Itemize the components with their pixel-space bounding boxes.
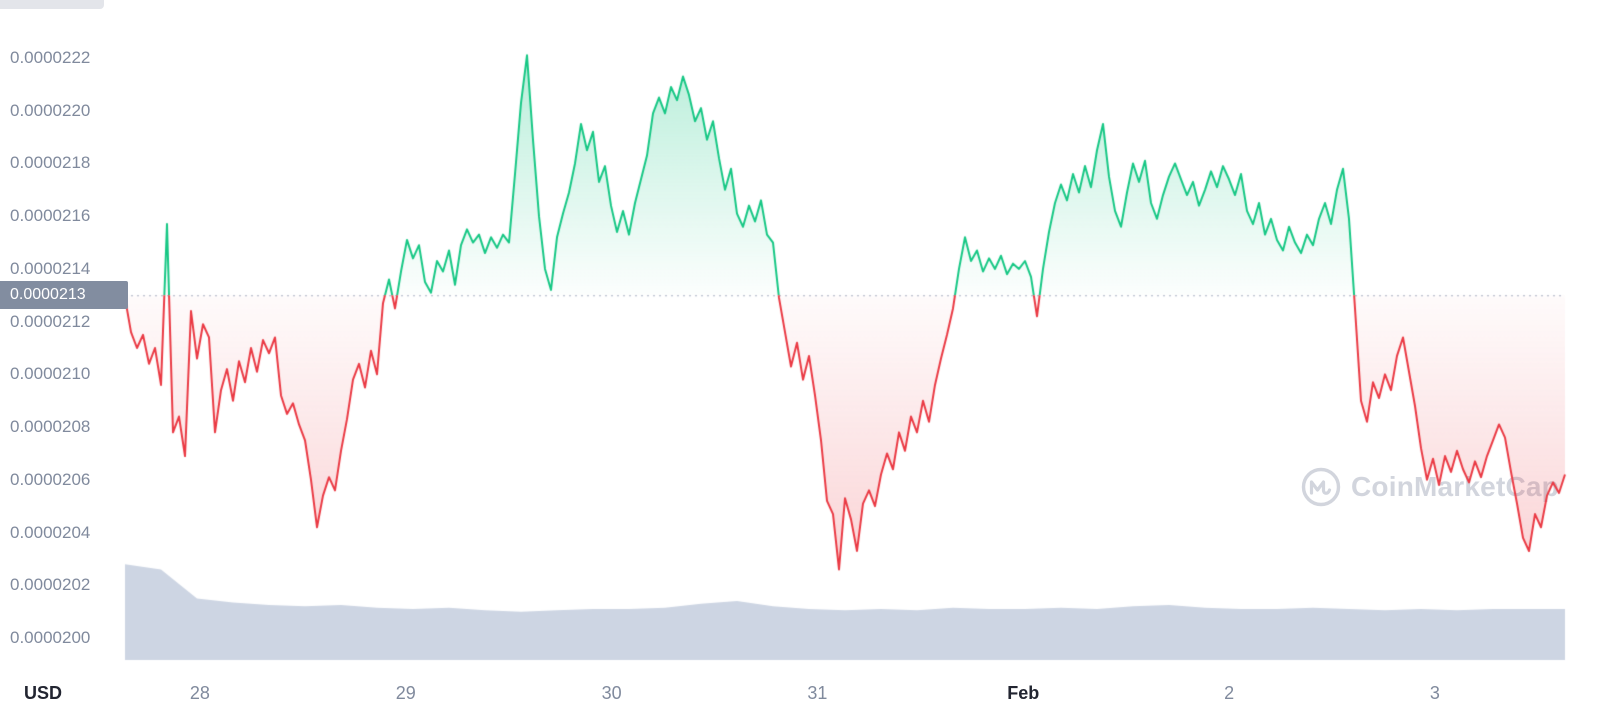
x-axis-label: 2: [1224, 683, 1235, 703]
y-axis-label: 0.0000200: [10, 627, 91, 647]
currency-toggle-usd[interactable]: USD: [24, 683, 63, 703]
y-axis-label: 0.0000212: [10, 311, 91, 331]
y-axis-label: 0.0000204: [10, 522, 91, 542]
y-axis-label: 0.0000210: [10, 364, 91, 384]
y-axis-label: 0.0000218: [10, 153, 91, 173]
x-axis-label: 30: [601, 683, 622, 703]
x-axis-label: 28: [189, 683, 210, 703]
current-price-badge-label: 0.0000213: [10, 286, 86, 304]
y-axis-label: 0.0000214: [10, 258, 91, 278]
y-axis-label: 0.0000216: [10, 206, 91, 226]
x-axis-label: 31: [807, 683, 828, 703]
y-axis-label: 0.0000202: [10, 575, 91, 595]
y-axis-label: 0.0000222: [10, 48, 91, 67]
y-axis-label: 0.0000220: [10, 100, 91, 120]
current-price-badge: 0.0000213: [0, 281, 128, 310]
y-axis-label: 0.0000208: [10, 417, 91, 437]
x-axis-label: 29: [395, 683, 416, 703]
x-axis-label: 3: [1429, 683, 1440, 703]
x-axis-label: Feb: [1007, 683, 1040, 703]
y-axis-label: 0.0000206: [10, 469, 91, 489]
